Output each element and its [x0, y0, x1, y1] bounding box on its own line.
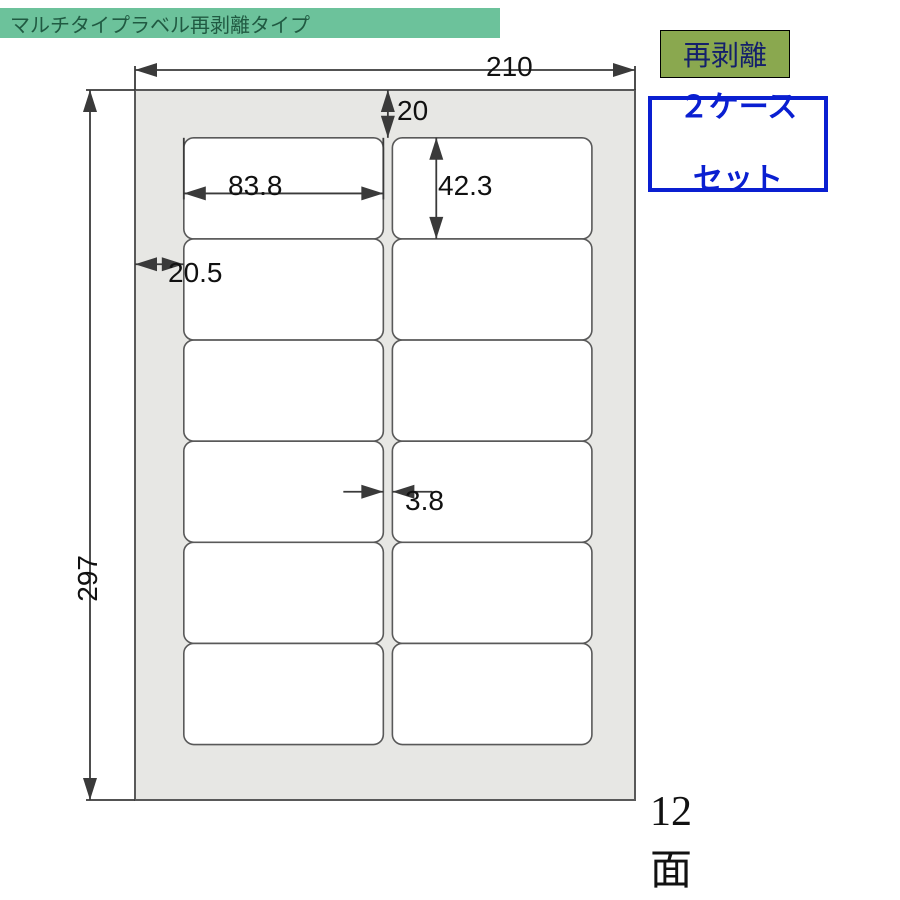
label-faces-count: 12面	[650, 788, 692, 897]
diagram-stage: 210 297 20 20.5 83.8 42.3 3.8 12面	[60, 55, 650, 890]
product-title-bar: マルチタイプラベル再剥離タイプ	[0, 8, 500, 38]
badge-removable: 再剥離	[660, 30, 790, 78]
badge-set-line1: ２ケース	[679, 90, 798, 126]
dim-width-value: 210	[486, 51, 533, 83]
dim-label-h-value: 42.3	[438, 170, 493, 202]
dim-left-margin-value: 20.5	[168, 257, 223, 289]
dim-label-w-value: 83.8	[228, 170, 283, 202]
dim-col-gap-value: 3.8	[405, 485, 444, 517]
badge-set-line2: セット	[693, 162, 783, 198]
product-title-text: マルチタイプラベル再剥離タイプ	[10, 9, 310, 38]
dim-height-value: 297	[72, 555, 104, 602]
diagram-svg	[60, 55, 650, 890]
dim-top-margin-value: 20	[397, 95, 428, 127]
badge-removable-text: 再剥離	[683, 34, 767, 74]
badge-set: ２ケース セット	[648, 96, 828, 192]
